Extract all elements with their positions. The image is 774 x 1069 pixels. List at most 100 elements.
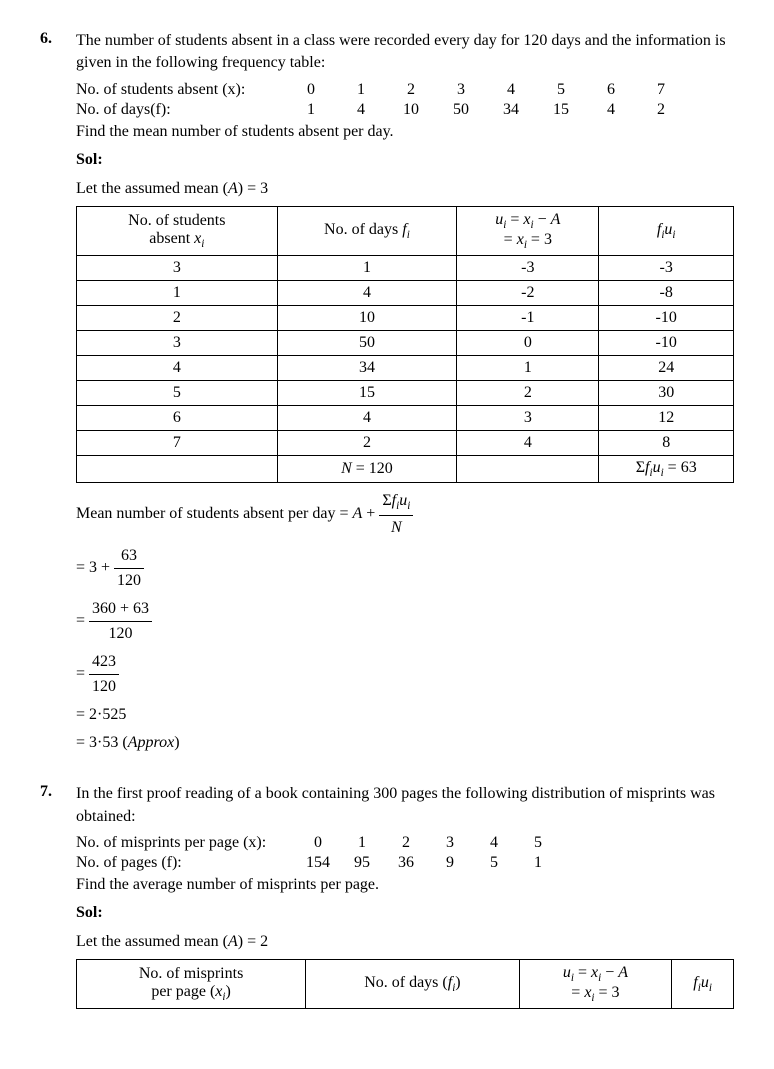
cell: 1 — [277, 255, 457, 280]
value: 5 — [516, 834, 560, 852]
prompt-text: The number of students absent in a class… — [76, 30, 734, 75]
value: 7 — [636, 81, 686, 99]
col-header: No. of days fi — [277, 206, 457, 255]
cell: 34 — [277, 355, 457, 380]
value: 1 — [516, 854, 560, 872]
cell: 1 — [77, 280, 278, 305]
frequency-table: No. of students absent xi No. of days fi… — [76, 206, 734, 483]
table-row: 7248 — [77, 430, 734, 455]
calc-step: = 423 120 — [76, 650, 734, 699]
cell: 50 — [277, 330, 457, 355]
table-row: 14-2-8 — [77, 280, 734, 305]
sol-label: Sol: — [76, 149, 734, 171]
header-line: per page (xi) — [151, 983, 231, 1000]
value: 2 — [386, 81, 436, 99]
denominator: N — [379, 516, 413, 540]
cell: 2 — [457, 380, 599, 405]
data-label: No. of pages (f): — [76, 854, 296, 872]
sol-label: Sol: — [76, 902, 734, 924]
numerator: 63 — [114, 544, 144, 569]
value: 10 — [386, 101, 436, 119]
frequency-table: No. of misprints per page (xi) No. of da… — [76, 959, 734, 1009]
cell — [77, 455, 278, 482]
question-number: 6. — [40, 30, 76, 759]
value: 4 — [472, 834, 516, 852]
cell: Σfiui = 63 — [599, 455, 734, 482]
question-7: 7. In the first proof reading of a book … — [40, 783, 734, 1015]
prompt-text: In the first proof reading of a book con… — [76, 783, 734, 828]
value: 34 — [486, 101, 536, 119]
cell: 2 — [277, 430, 457, 455]
data-values: 154 95 36 9 5 1 — [296, 854, 734, 872]
denominator: 120 — [114, 569, 144, 593]
cell: -1 — [457, 305, 599, 330]
calc-step: = 3 + 63 120 — [76, 544, 734, 593]
value: 50 — [436, 101, 486, 119]
value: 5 — [472, 854, 516, 872]
value: 4 — [336, 101, 386, 119]
table-row: 31-3-3 — [77, 255, 734, 280]
cell: -3 — [599, 255, 734, 280]
col-header: No. of misprints per page (xi) — [77, 960, 306, 1009]
denominator: 120 — [89, 622, 152, 646]
header-line: ui = xi − A — [563, 964, 628, 981]
find-text: Find the mean number of students absent … — [76, 121, 734, 143]
value: 3 — [436, 81, 486, 99]
fraction: 423 120 — [89, 650, 119, 699]
step-prefix: = 3 + — [76, 559, 110, 576]
assume-text: Let the assumed mean (A) = 2 — [76, 931, 734, 953]
cell: 2 — [77, 305, 278, 330]
cell: -10 — [599, 330, 734, 355]
cell: 3 — [77, 330, 278, 355]
mean-label: Mean number of students absent per day — [76, 505, 339, 522]
header-line: No. of misprints — [139, 965, 243, 982]
table-header-row: No. of students absent xi No. of days fi… — [77, 206, 734, 255]
table-row-total: N = 120 Σfiui = 63 — [77, 455, 734, 482]
cell: 4 — [77, 355, 278, 380]
value: 36 — [384, 854, 428, 872]
value: 15 — [536, 101, 586, 119]
cell: 12 — [599, 405, 734, 430]
cell: 5 — [77, 380, 278, 405]
value: 154 — [296, 854, 340, 872]
col-header: No. of days (fi) — [306, 960, 520, 1009]
cell: 0 — [457, 330, 599, 355]
calc-step: = 2·525 — [76, 703, 734, 727]
data-row-f: No. of pages (f): 154 95 36 9 5 1 — [76, 854, 734, 872]
value: 1 — [336, 81, 386, 99]
table-row: 434124 — [77, 355, 734, 380]
value: 0 — [296, 834, 340, 852]
data-row-x: No. of students absent (x): 0 1 2 3 4 5 … — [76, 81, 734, 99]
header-line: = xi = 3 — [504, 231, 552, 248]
value: 1 — [286, 101, 336, 119]
data-values: 1 4 10 50 34 15 4 2 — [286, 101, 734, 119]
question-6: 6. The number of students absent in a cl… — [40, 30, 734, 759]
header-line: = xi = 3 — [571, 984, 619, 1001]
mean-formula: Mean number of students absent per day =… — [76, 489, 734, 540]
value: 3 — [428, 834, 472, 852]
fraction: 63 120 — [114, 544, 144, 593]
table-row: 64312 — [77, 405, 734, 430]
cell: -2 — [457, 280, 599, 305]
cell: 3 — [77, 255, 278, 280]
question-body: In the first proof reading of a book con… — [76, 783, 734, 1015]
value: 6 — [586, 81, 636, 99]
col-header: ui = xi − A = xi = 3 — [457, 206, 599, 255]
data-row-x: No. of misprints per page (x): 0 1 2 3 4… — [76, 834, 734, 852]
cell: -3 — [457, 255, 599, 280]
cell: 6 — [77, 405, 278, 430]
cell: 10 — [277, 305, 457, 330]
cell: 4 — [277, 280, 457, 305]
cell: 1 — [457, 355, 599, 380]
numerator: 360 + 63 — [89, 597, 152, 622]
col-header: fiui — [672, 960, 734, 1009]
cell: 7 — [77, 430, 278, 455]
cell: -8 — [599, 280, 734, 305]
numerator: Σfiui — [379, 489, 413, 516]
value: 9 — [428, 854, 472, 872]
cell: 4 — [277, 405, 457, 430]
cell: 30 — [599, 380, 734, 405]
col-header: ui = xi − A = xi = 3 — [519, 960, 672, 1009]
assume-text: Let the assumed mean (A) = 3 — [76, 178, 734, 200]
value: 5 — [536, 81, 586, 99]
